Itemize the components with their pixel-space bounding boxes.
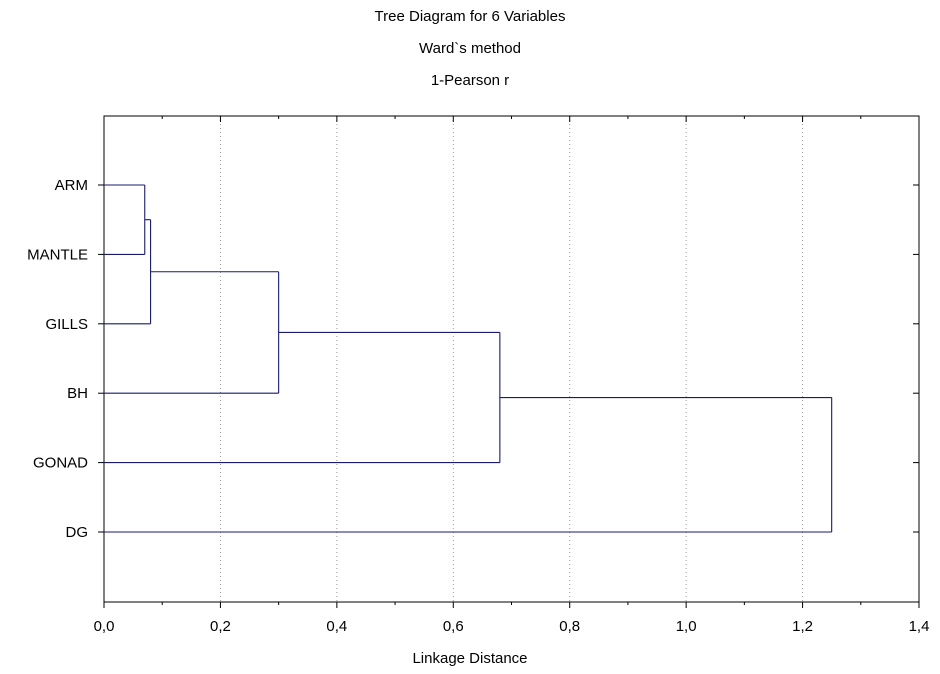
x-tick-label: 0,4 (326, 618, 347, 635)
plot-frame (103, 115, 920, 603)
x-axis-label: Linkage Distance (412, 650, 528, 667)
x-tick-label: 0,2 (210, 618, 231, 635)
axis-ticks (98, 116, 920, 608)
grid-lines (219, 116, 804, 602)
x-tick-label: 1,2 (792, 618, 813, 635)
x-tick-label: 0,0 (94, 618, 115, 635)
leaf-label: GONAD (33, 455, 88, 472)
x-tick-labels: 0,0 0,2 0,4 0,6 0,8 1,0 1,2 1,4 (94, 618, 930, 635)
chart-subtitle-method: Ward`s method (419, 40, 521, 57)
y-leaf-labels: ARM MANTLE GILLS BH GONAD DG (27, 177, 88, 541)
x-tick-label: 0,6 (443, 618, 464, 635)
leaf-label: DG (66, 524, 89, 541)
x-tick-label: 0,8 (559, 618, 580, 635)
leaf-label: BH (67, 385, 88, 402)
leaf-label: GILLS (45, 316, 88, 333)
leaf-label: MANTLE (27, 246, 88, 263)
leaf-label: ARM (55, 177, 88, 194)
x-tick-label: 1,0 (676, 618, 697, 635)
chart-title: Tree Diagram for 6 Variables (374, 8, 566, 25)
x-tick-label: 1,4 (909, 618, 930, 635)
chart-subtitle-metric: 1-Pearson r (430, 72, 510, 89)
dendrogram-links (104, 184, 833, 533)
